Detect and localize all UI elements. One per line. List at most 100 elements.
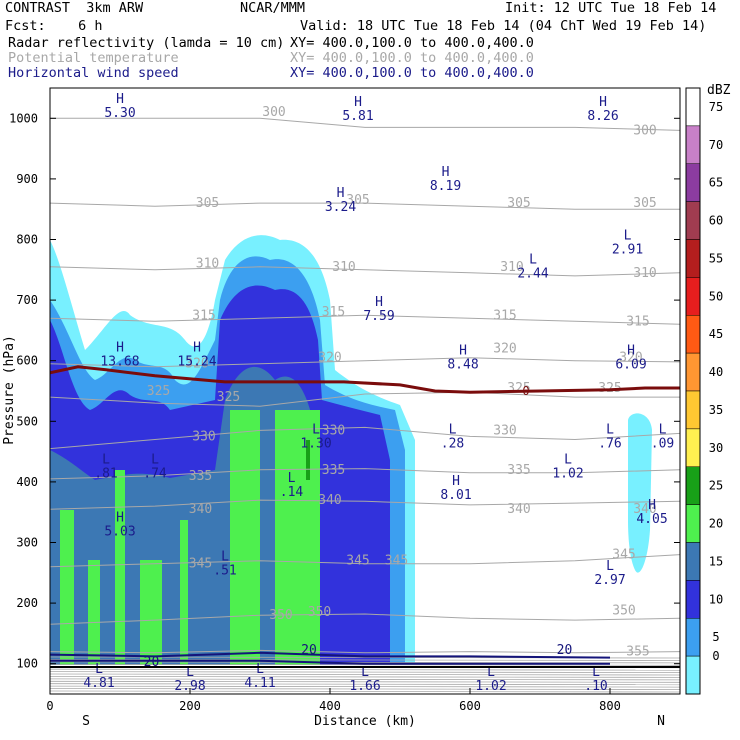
- colorbar-level: 15: [709, 554, 723, 568]
- theta-label: 320: [493, 342, 516, 357]
- theta-contour-345: [50, 554, 680, 568]
- y-tick-label: 600: [16, 354, 38, 368]
- theta-label: 305: [346, 193, 369, 208]
- extremum-value: .51: [213, 564, 236, 579]
- theta-label: 315: [626, 314, 649, 329]
- extremum-value: 8.26: [587, 109, 618, 124]
- wind-label: 20: [301, 643, 317, 658]
- echo-stripe-2: [88, 560, 100, 665]
- extremum-L: L: [288, 471, 296, 486]
- extremum-H: H: [648, 498, 656, 513]
- extremum-value: .14: [280, 485, 304, 500]
- extremum-value: 1.02: [552, 467, 583, 482]
- colorbar-level: 10: [709, 592, 723, 606]
- y-tick-label: 1000: [9, 111, 38, 125]
- extremum-H: H: [627, 344, 635, 359]
- extremum-L: L: [449, 422, 457, 437]
- theta-label: 340: [318, 493, 341, 508]
- extremum-H: H: [337, 186, 345, 201]
- extremum-value: 8.01: [440, 488, 471, 503]
- extremum-value: .74: [143, 467, 167, 482]
- theta-upper-contour: [50, 678, 680, 681]
- colorbar-level: 35: [709, 403, 723, 417]
- theta-contour-325: [50, 391, 680, 407]
- extremum-value: 1.66: [349, 679, 380, 694]
- extremum-H: H: [452, 474, 460, 489]
- theta-label: 315: [192, 308, 215, 323]
- colorbar-swatch: [685, 618, 701, 657]
- extremum-L: L: [221, 550, 229, 565]
- y-tick-label: 500: [16, 414, 38, 428]
- theta-contour-355: [50, 649, 680, 654]
- extremum-H: H: [116, 510, 124, 525]
- y-tick-label: 300: [16, 536, 38, 550]
- y-axis-label: Pressure (hPa): [2, 335, 17, 445]
- theta-label: 345: [385, 554, 408, 569]
- x-tick-label: 400: [319, 699, 341, 713]
- theta-contour-340: [50, 499, 680, 510]
- colorbar-swatch: [685, 163, 701, 202]
- theta-label: 305: [633, 196, 656, 211]
- field-wind-label: Horizontal wind speed: [8, 65, 179, 81]
- colorbar-level: 5: [712, 630, 719, 644]
- field-radar-xy: XY= 400.0,100.0 to 400.0,400.0: [290, 35, 534, 51]
- theta-label: 300: [633, 123, 656, 138]
- colorbar-swatch: [685, 352, 701, 392]
- extremum-value: .81: [94, 467, 117, 482]
- extremum-value: 4.11: [244, 676, 275, 691]
- theta-upper-contour: [50, 663, 680, 666]
- extremum-value: 4.05: [636, 512, 667, 527]
- theta-upper-contour: [50, 676, 680, 678]
- theta-label: 320: [619, 351, 642, 366]
- theta-upper-contour: [50, 671, 680, 673]
- extremum-L: L: [624, 229, 632, 244]
- forecast-hour: Fcst: 6 h: [5, 18, 103, 34]
- theta-label: 325: [147, 384, 170, 399]
- theta-label: 350: [612, 603, 635, 618]
- extremum-L: L: [529, 253, 537, 268]
- colorbar-swatch: [685, 504, 701, 543]
- theta-upper-contour: [50, 683, 680, 686]
- extremum-value: 2.97: [594, 573, 625, 588]
- theta-label: 320: [185, 357, 208, 372]
- colorbar-level: 75: [709, 100, 723, 114]
- theta-label: 325: [217, 390, 240, 405]
- theta-label: 345: [346, 554, 369, 569]
- extremum-value: 4.81: [83, 676, 114, 691]
- y-tick-label: 900: [16, 172, 38, 186]
- extremum-value: 1.02: [475, 679, 506, 694]
- theta-upper-contour: [50, 673, 680, 676]
- colorbar-swatch: [685, 390, 701, 430]
- theta-contour-315: [50, 314, 680, 325]
- colorbar-swatch: [685, 542, 701, 581]
- x-tick-label: 600: [459, 699, 481, 713]
- theta-upper-contour: [50, 680, 680, 683]
- echo-stripe-8: [306, 440, 310, 480]
- extremum-L: L: [487, 665, 495, 680]
- echo-stripe-5: [180, 520, 188, 665]
- init-time: Init: 12 UTC Tue 18 Feb 14: [505, 0, 717, 16]
- theta-label: 310: [633, 266, 656, 281]
- colorbar-swatch: [685, 580, 701, 619]
- theta-label: 310: [332, 260, 355, 275]
- extremum-L: L: [256, 662, 264, 677]
- echo-region-right-cell: [628, 413, 652, 573]
- theta-upper-contour: [50, 690, 680, 693]
- extremum-L: L: [312, 422, 320, 437]
- extremum-value: 8.48: [447, 358, 478, 373]
- colorbar-swatch: [685, 239, 701, 278]
- extremum-value: 3.24: [325, 200, 356, 215]
- extremum-value: 5.81: [342, 109, 373, 124]
- y-tick-label: 100: [16, 657, 38, 671]
- theta-contour-305: [50, 202, 680, 210]
- extremum-L: L: [95, 662, 103, 677]
- theta-label: 355: [626, 645, 649, 660]
- theta-label: 345: [189, 557, 212, 572]
- theta-label: 315: [493, 308, 516, 323]
- extremum-value: 13.68: [100, 355, 139, 370]
- extremum-L: L: [361, 665, 369, 680]
- colorbar-level: 0: [712, 649, 719, 663]
